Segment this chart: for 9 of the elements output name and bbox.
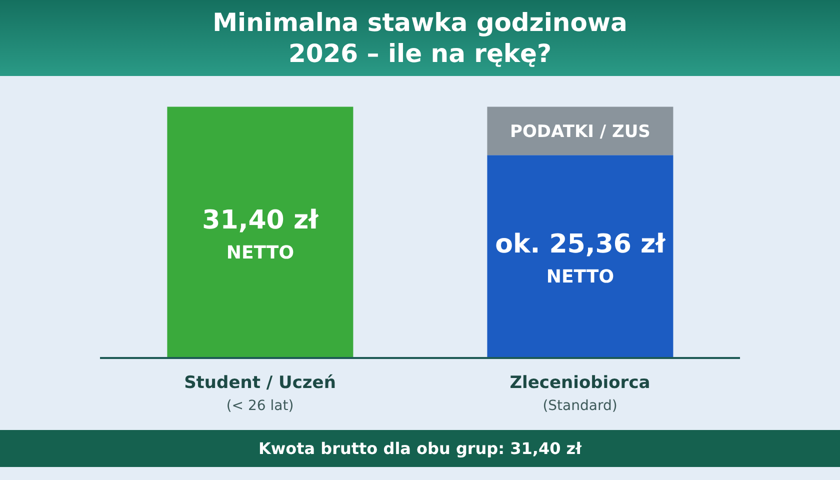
data-label: 31,40 zł xyxy=(202,205,320,236)
text: NETTO xyxy=(546,266,614,288)
text: Kwota brutto dla obu grup: 31,40 zł xyxy=(0,430,840,467)
series-label: PODATKI / ZUS xyxy=(510,122,650,142)
series-label: NETTO xyxy=(226,242,294,264)
data-label: ok. 25,36 zł xyxy=(495,230,667,260)
x-tick-label: Student / Uczeń (< 26 lat) xyxy=(184,373,336,414)
chart-title: Minimalna stawka godzinowa 2026 – ile na rękę? xyxy=(212,7,628,69)
x-tick-label: Zleceniobiorca (Standard) xyxy=(510,373,650,414)
